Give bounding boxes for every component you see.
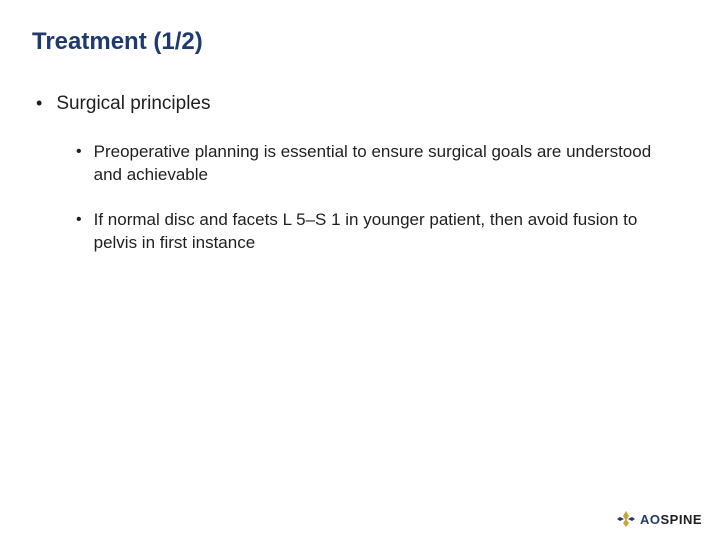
bullet-level-2: • If normal disc and facets L 5–S 1 in y… (32, 209, 688, 255)
bullet-dot-icon: • (76, 209, 82, 255)
slide: Treatment (1/2) • Surgical principles • … (0, 0, 720, 540)
logo-prefix: AO (640, 512, 661, 527)
bullet-l2-text: Preoperative planning is essential to en… (94, 141, 654, 187)
logo-text: AOSPINE (640, 512, 702, 527)
bullet-l2-text: If normal disc and facets L 5–S 1 in you… (94, 209, 654, 255)
bullet-l1-text: Surgical principles (56, 92, 210, 117)
bullet-level-1: • Surgical principles (32, 92, 688, 117)
footer-logo: AOSPINE (617, 510, 702, 528)
slide-title: Treatment (1/2) (32, 28, 688, 56)
bullet-dot-icon: • (76, 141, 82, 187)
bullet-level-2: • Preoperative planning is essential to … (32, 141, 688, 187)
bullet-dot-icon: • (36, 92, 42, 117)
logo-suffix: SPINE (660, 512, 702, 527)
aospine-mark-icon (617, 510, 635, 528)
